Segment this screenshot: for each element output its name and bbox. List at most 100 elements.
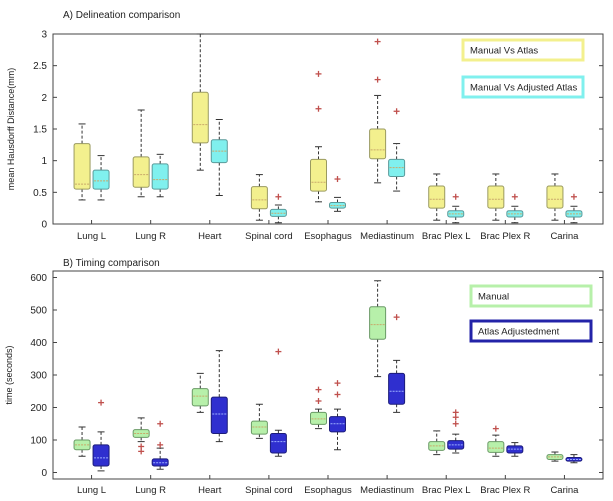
chart-a-box xyxy=(310,70,327,203)
chart-b-box xyxy=(310,386,327,430)
chart-a-box xyxy=(428,173,446,221)
chart-b-y-tick-label: 300 xyxy=(30,371,47,382)
chart-a-box xyxy=(546,173,564,221)
chart-a-box-body xyxy=(92,169,110,190)
chart-a-box xyxy=(210,119,228,196)
chart-b-category-label: Heart xyxy=(198,485,222,496)
chart-b-y-tick-label: 400 xyxy=(30,338,47,349)
chart-b-box xyxy=(565,454,583,464)
chart-a: A) Delineation comparison mean Hausdorff … xyxy=(6,10,604,242)
chart-b-box xyxy=(250,403,268,439)
chart-a-series-0 xyxy=(73,33,564,221)
chart-b-box xyxy=(329,380,346,451)
chart-a-category-label: Brac Plex R xyxy=(480,231,530,242)
chart-a-box-body xyxy=(428,185,446,209)
chart-b-outlier xyxy=(315,398,322,404)
chart-b-category-label: Lung L xyxy=(77,485,106,496)
chart-b-outlier xyxy=(334,380,341,387)
chart-b-y-tick-label: 200 xyxy=(30,403,47,414)
chart-b-box xyxy=(191,372,209,413)
chart-b-outlier xyxy=(157,420,164,427)
chart-a-series-1 xyxy=(92,108,583,224)
chart-a-box xyxy=(269,193,287,224)
chart-b-y-tick-label: 0 xyxy=(41,468,47,479)
chart-b-outlier xyxy=(452,409,459,416)
chart-b-box-body xyxy=(191,388,209,407)
chart-a-box-body xyxy=(191,91,209,144)
chart-b-box xyxy=(388,314,406,413)
chart-a-box-body xyxy=(132,156,150,188)
chart-a-legend-label-0: Manual Vs Atlas xyxy=(470,46,538,57)
chart-b-outlier xyxy=(452,420,459,427)
chart-a-y-tick-label: 2.5 xyxy=(33,61,47,72)
chart-b-box xyxy=(73,426,91,457)
chart-a-legend-box-0 xyxy=(461,38,585,62)
chart-b-y-tick-label: 100 xyxy=(30,436,47,447)
chart-a-outlier xyxy=(315,105,322,112)
chart-a-box xyxy=(191,33,209,171)
chart-a-box xyxy=(151,153,169,198)
chart-a-category-label: Lung R xyxy=(135,231,166,242)
chart-b-box-body xyxy=(487,441,505,453)
chart-b-box-body xyxy=(388,372,406,405)
chart-a-legend: Manual Vs Atlas Manual Vs Adjusted Atlas xyxy=(461,38,585,99)
chart-a-outlier xyxy=(511,193,518,200)
chart-b-legend-box-1 xyxy=(469,319,593,343)
chart-a-legend-label-1: Manual Vs Adjusted Atlas xyxy=(470,83,577,94)
chart-b-box xyxy=(369,280,387,378)
chart-a-title: A) Delineation comparison xyxy=(63,10,180,21)
chart-a-category-label: Spinal cord xyxy=(245,231,293,242)
chart-b-outlier xyxy=(275,348,282,355)
chart-b: B) Timing comparison time (seconds) 0 100 20… xyxy=(4,258,604,496)
chart-a-outlier xyxy=(334,176,341,183)
chart-a-category-label: Mediastinum xyxy=(360,231,414,242)
chart-a-outlier xyxy=(374,38,381,45)
chart-b-outlier xyxy=(157,441,164,448)
chart-a-category-label: Esophagus xyxy=(304,231,352,242)
chart-a-outlier xyxy=(275,193,282,200)
chart-a-box-body xyxy=(151,163,169,190)
chart-b-box xyxy=(210,350,228,443)
chart-b-y-axis-label: time (seconds) xyxy=(4,345,14,404)
chart-a-box xyxy=(447,193,465,224)
chart-b-category-label: Spinal cord xyxy=(245,485,293,496)
chart-a-y-tick-label: 2 xyxy=(41,93,47,104)
chart-a-box xyxy=(329,176,346,212)
chart-a-axes-frame xyxy=(52,33,604,225)
chart-b-box xyxy=(487,425,505,457)
chart-a-category-label: Lung L xyxy=(77,231,106,242)
chart-a-box xyxy=(132,109,150,198)
chart-a-box-body xyxy=(310,158,327,192)
chart-a-box xyxy=(369,38,387,184)
chart-b-series-1 xyxy=(92,314,583,472)
chart-a-box xyxy=(565,193,583,224)
chart-a-box-body xyxy=(73,143,91,190)
chart-b-box xyxy=(92,399,110,472)
chart-b-legend-box-0 xyxy=(469,284,593,308)
chart-a-box xyxy=(92,155,110,201)
chart-a-outlier xyxy=(374,76,381,83)
chart-b-box xyxy=(447,409,465,454)
chart-a-box xyxy=(487,173,505,221)
chart-b-y-tick-label: 500 xyxy=(30,306,47,317)
chart-a-y-tick-label: 1.5 xyxy=(33,125,47,136)
chart-b-outlier xyxy=(138,443,145,450)
chart-a-box xyxy=(250,174,268,221)
chart-a-box-body xyxy=(369,128,387,160)
chart-b-legend-label-1: Atlas Adjustedment xyxy=(478,327,560,338)
chart-a-y-tick-label: 0 xyxy=(41,220,47,231)
chart-b-box xyxy=(151,420,169,470)
chart-a-box xyxy=(388,108,406,192)
chart-b-box-body xyxy=(250,420,268,435)
chart-b-box-body xyxy=(92,444,110,467)
chart-a-box-body xyxy=(487,185,505,209)
chart-b-series-0 xyxy=(73,280,564,462)
chart-b-category-label: Brac Plex L xyxy=(422,485,471,496)
chart-a-category-label: Carina xyxy=(550,231,579,242)
chart-b-box-body xyxy=(269,433,287,454)
chart-b-legend-label-0: Manual xyxy=(478,292,509,303)
chart-b-category-label: Lung R xyxy=(135,485,166,496)
chart-b-category-label: Brac Plex R xyxy=(480,485,530,496)
chart-a-category-label: Brac Plex L xyxy=(422,231,471,242)
